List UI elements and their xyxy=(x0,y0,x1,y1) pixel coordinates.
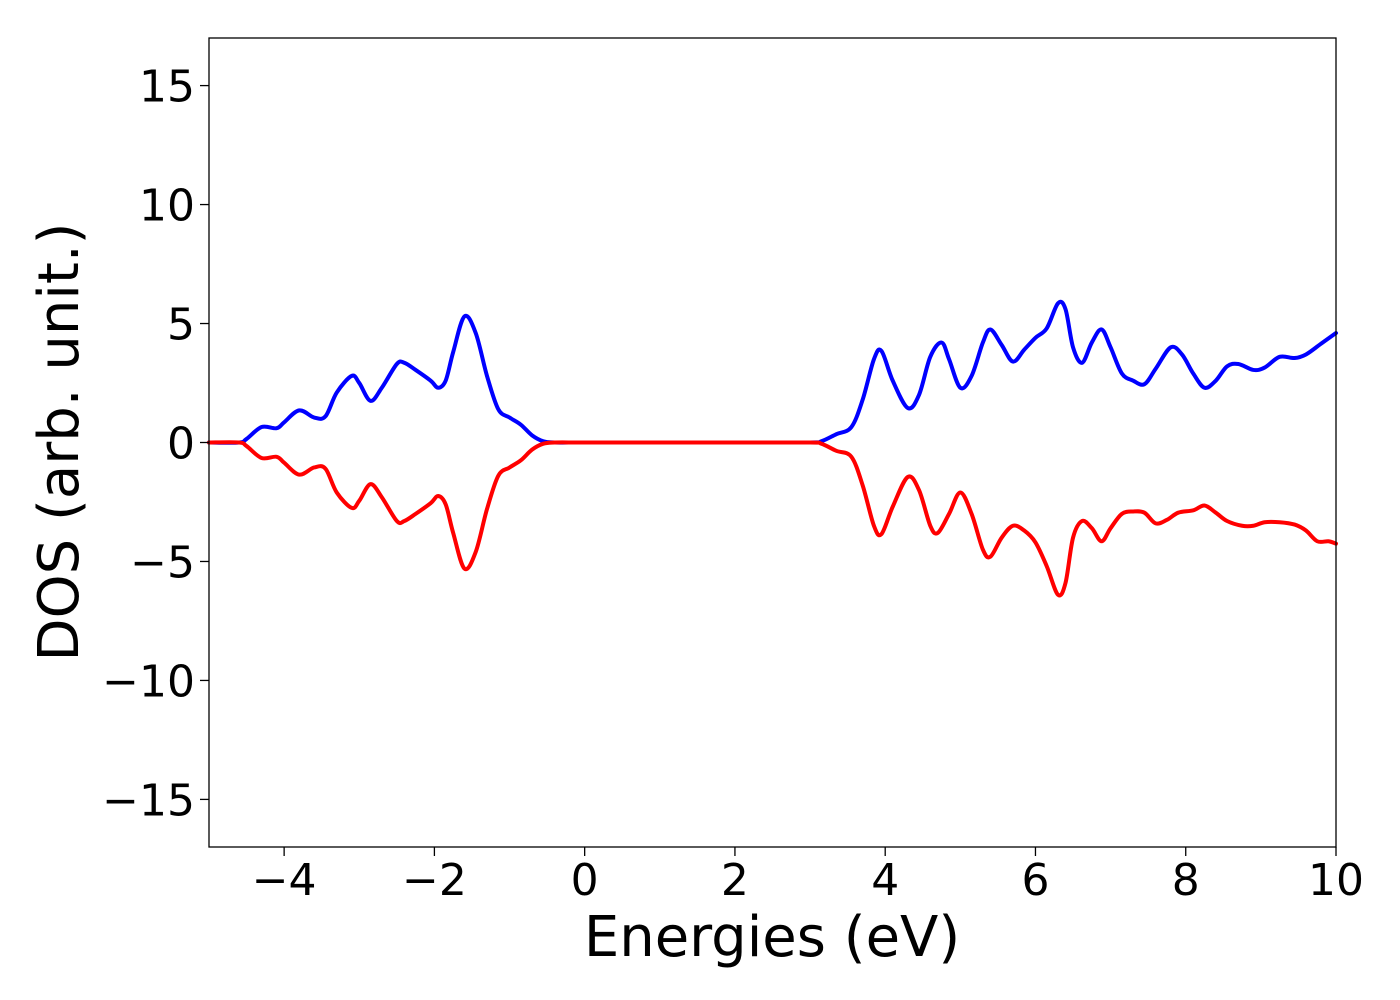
series-line-upper xyxy=(207,299,1338,445)
y-tick-label: 15 xyxy=(139,62,195,113)
y-tick-label: 10 xyxy=(139,181,195,232)
y-tick-label: 0 xyxy=(167,419,195,470)
y-tick-label: 5 xyxy=(167,300,195,351)
y-tick-label: −10 xyxy=(102,656,195,707)
y-tick-label: −15 xyxy=(102,775,195,826)
x-tick-label: 4 xyxy=(871,855,899,906)
x-tick-label: −2 xyxy=(402,855,467,906)
series-line-lower xyxy=(207,440,1338,598)
y-axis-label: DOS (arb. unit.) xyxy=(27,222,92,661)
y-tick-label: −5 xyxy=(130,537,195,588)
x-tick-label: 10 xyxy=(1308,855,1364,906)
x-tick-label: 2 xyxy=(721,855,749,906)
y-axis: −15 −10 −5 0 5 10 15 xyxy=(102,62,209,826)
x-tick-label: −4 xyxy=(252,855,317,906)
x-tick-label: 0 xyxy=(571,855,599,906)
x-axis: −4 −2 0 2 4 6 8 10 xyxy=(252,847,1364,906)
x-axis-label: Energies (eV) xyxy=(584,905,960,970)
x-tick-label: 6 xyxy=(1021,855,1049,906)
series-layer xyxy=(207,299,1338,598)
x-tick-label: 8 xyxy=(1172,855,1200,906)
